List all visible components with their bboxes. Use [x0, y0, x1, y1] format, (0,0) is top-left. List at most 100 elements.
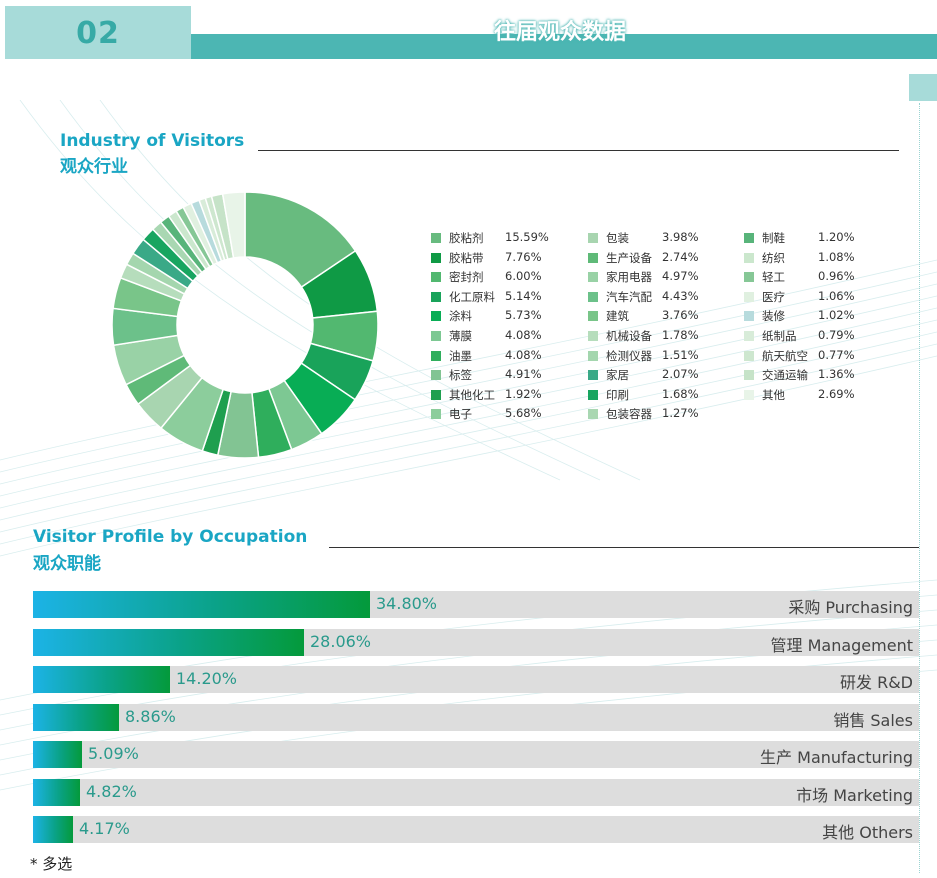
occupation-bar: [33, 591, 370, 618]
occupation-bar-label: 管理 Management: [770, 635, 914, 655]
occupation-bar-label: 研发 R&D: [839, 673, 913, 692]
legend-label: 胶粘剂: [449, 231, 484, 245]
legend-value: 1.06%: [818, 288, 855, 303]
legend-swatch: [588, 409, 598, 420]
legend-swatch: [431, 272, 441, 283]
legend-label: 汽车汽配: [606, 289, 652, 304]
legend-value: 4.08%: [505, 347, 542, 362]
legend-label: 轻工: [762, 270, 785, 285]
occupation-bar: [33, 703, 119, 731]
occupation-bar-value: 34.80%: [376, 594, 438, 613]
legend-value: 0.79%: [818, 328, 855, 342]
legend-label: 薄膜: [449, 329, 472, 343]
legend-value: 1.02%: [818, 308, 855, 323]
legend-value: 1.08%: [818, 249, 855, 264]
vertical-dotted-divider: [919, 103, 920, 873]
legend-label: 建筑: [606, 309, 629, 324]
legend-swatch: [744, 350, 754, 361]
occupation-bar-value: 5.09%: [88, 744, 139, 763]
occupation-bar-row: 4.17% 其他 Others: [33, 816, 919, 843]
legend-label: 胶粘带: [449, 250, 484, 265]
legend-label: 纺织: [762, 250, 785, 265]
legend-swatch: [431, 291, 441, 302]
legend-label: 其他: [762, 387, 785, 402]
legend-value: 1.78%: [662, 328, 699, 342]
legend-value: 5.73%: [505, 308, 542, 323]
occupation-bar-value: 4.17%: [79, 819, 130, 838]
legend-swatch: [588, 311, 598, 322]
occupation-bar-label: 生产 Manufacturing: [760, 748, 913, 767]
occupation-bar-value: 28.06%: [310, 631, 372, 651]
legend-value: 4.91%: [505, 367, 542, 382]
legend-swatch: [431, 389, 441, 400]
legend-swatch: [588, 272, 598, 283]
occupation-bar-row: 34.80% 采购 Purchasing: [33, 591, 919, 618]
occupation-bar: [33, 628, 304, 656]
legend-swatch: [431, 370, 441, 381]
occupation-bar: [33, 666, 170, 693]
legend-label: 化工原料: [449, 289, 495, 304]
donut-slice-29: [221, 191, 246, 259]
legend-swatch: [431, 233, 441, 243]
legend-value: 0.77%: [818, 347, 855, 362]
legend-label: 家居: [606, 368, 629, 383]
legend-swatch: [744, 252, 754, 263]
legend-label: 家用电器: [606, 270, 652, 285]
legend-label: 制鞋: [762, 231, 785, 245]
footnote: * 多选: [30, 855, 73, 873]
legend-value: 2.07%: [662, 367, 699, 382]
legend-value: 0.96%: [818, 269, 855, 284]
legend-label: 油墨: [449, 348, 472, 363]
legend-label: 包装容器: [606, 407, 652, 422]
legend-label: 机械设备: [606, 329, 652, 343]
industry-title-en: Industry of Visitors: [60, 131, 245, 151]
legend-swatch: [431, 331, 441, 341]
industry-title-rule: [258, 150, 899, 151]
occupation-bar: [33, 816, 73, 843]
legend-value: 3.76%: [662, 308, 699, 323]
legend-label: 航天航空: [762, 348, 808, 363]
industry-title-cn: 观众行业: [60, 157, 128, 177]
legend-swatch: [588, 252, 598, 263]
occupation-bar-label: 其他 Others: [822, 823, 913, 842]
occupation-title-cn: 观众职能: [33, 554, 101, 574]
legend-swatch: [588, 389, 598, 400]
legend-label: 其他化工: [449, 387, 495, 402]
legend-label: 包装: [606, 231, 629, 245]
legend-swatch: [744, 291, 754, 302]
occupation-bar: [33, 741, 82, 768]
legend-swatch: [431, 311, 441, 322]
occupation-bar-row: 28.06% 管理 Management: [33, 628, 919, 656]
occupation-bar-label: 销售 Sales: [833, 710, 913, 730]
industry-donut-chart: [111, 191, 379, 459]
legend-swatch: [431, 350, 441, 361]
occupation-bar-value: 14.20%: [176, 669, 238, 688]
legend-value: 3.98%: [662, 230, 699, 244]
legend-label: 密封剂: [449, 270, 484, 285]
legend-value: 6.00%: [505, 269, 542, 284]
legend-value: 4.43%: [662, 288, 699, 303]
legend-value: 7.76%: [505, 249, 542, 264]
legend-label: 电子: [449, 407, 472, 422]
legend-swatch: [744, 370, 754, 381]
legend-swatch: [744, 331, 754, 341]
legend-swatch: [431, 252, 441, 263]
legend-value: 1.92%: [505, 386, 542, 401]
legend-value: 1.36%: [818, 367, 855, 382]
occupation-bar-value: 4.82%: [86, 781, 137, 801]
section-number: 02: [76, 16, 120, 51]
legend-swatch: [588, 233, 598, 243]
header-bar: [191, 34, 937, 59]
legend-label: 生产设备: [606, 250, 652, 265]
occupation-bar-row: 8.86% 销售 Sales: [33, 703, 919, 731]
legend-swatch: [588, 370, 598, 381]
legend-value: 5.14%: [505, 288, 542, 303]
legend-value: 2.74%: [662, 249, 699, 264]
section-number-box: 02: [5, 6, 191, 59]
legend-value: 4.97%: [662, 269, 699, 284]
legend-value: 4.08%: [505, 328, 542, 342]
legend-label: 检测仪器: [606, 348, 652, 363]
legend-label: 医疗: [762, 289, 785, 304]
legend-swatch: [744, 272, 754, 283]
legend-label: 装修: [762, 309, 785, 324]
